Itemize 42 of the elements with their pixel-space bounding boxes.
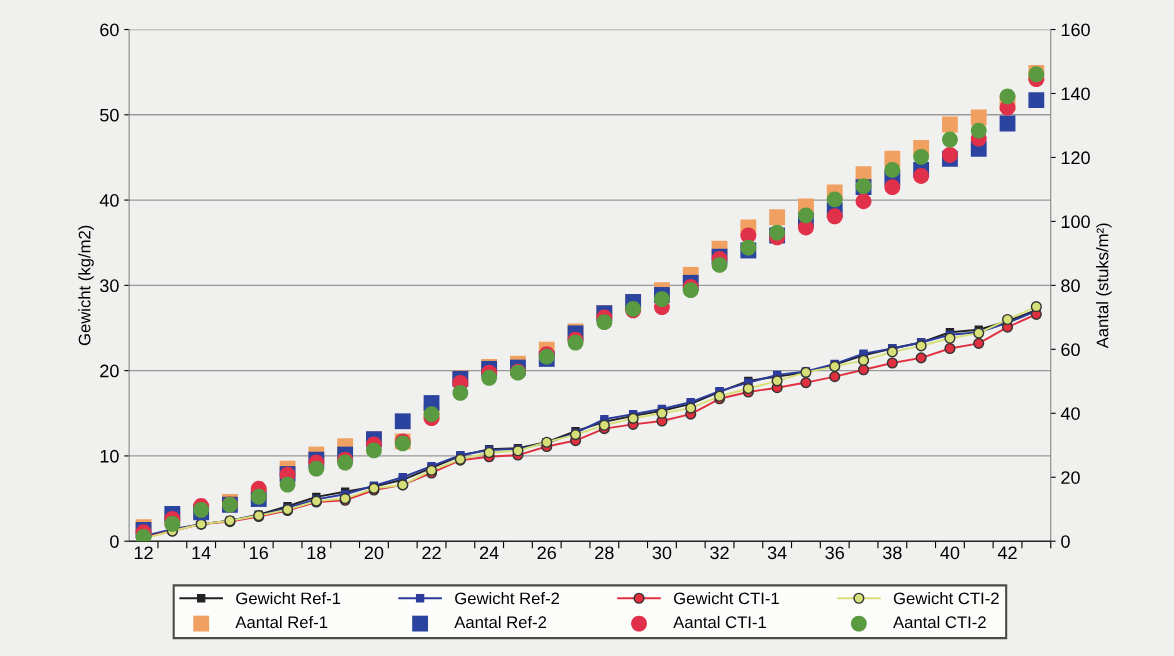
x-tick-label: 28 xyxy=(595,546,614,560)
y-tick-label: 50 xyxy=(100,108,119,122)
legend-label: Aantal CTI-2 xyxy=(893,615,986,629)
x-tick-label: 26 xyxy=(537,546,556,560)
legend-label: Aantal Ref-1 xyxy=(235,615,328,629)
legend-label: Gewicht Ref-2 xyxy=(455,592,560,605)
x-tick-label: 24 xyxy=(480,546,499,560)
legend-label: Gewicht CTI-2 xyxy=(893,592,999,605)
x-tick-label: 16 xyxy=(250,546,268,560)
x-tick-label: 32 xyxy=(710,546,729,560)
x-tick-label: 38 xyxy=(882,546,902,560)
x-tick-label: 22 xyxy=(422,546,441,560)
y-tick-label: 20 xyxy=(100,364,119,378)
y-tick-label: 60 xyxy=(100,23,119,37)
x-tick-label: 30 xyxy=(652,546,672,560)
y2-tick-label: 160 xyxy=(1061,23,1090,37)
y2-tick-label: 80 xyxy=(1061,279,1080,293)
x-tick-label: 18 xyxy=(307,546,326,560)
x-tick-label: 36 xyxy=(825,546,844,560)
legend-label: Aantal CTI-1 xyxy=(673,615,766,629)
y2-axis-title: Aantal (stuks/m²) xyxy=(1096,223,1112,349)
x-tick-label: 20 xyxy=(364,546,384,560)
y2-tick-label: 120 xyxy=(1061,151,1090,165)
x-tick-label: 40 xyxy=(940,546,960,560)
x-tick-label: 42 xyxy=(997,546,1017,560)
y2-tick-label: 0 xyxy=(1061,535,1070,548)
y2-tick-label: 140 xyxy=(1061,87,1090,101)
y-tick-label: 0 xyxy=(110,535,119,548)
y2-tick-label: 40 xyxy=(1060,407,1080,420)
y-tick-label: 10 xyxy=(100,449,119,463)
x-tick-label: 14 xyxy=(192,546,211,560)
legend-label: Gewicht Ref-1 xyxy=(236,592,341,605)
legend-label: Aantal Ref-2 xyxy=(454,615,547,629)
y-tick-label: 40 xyxy=(99,194,119,207)
y2-tick-label: 20 xyxy=(1061,471,1080,484)
y2-tick-label: 100 xyxy=(1061,215,1090,229)
y-axis-title: Gewicht (kg/m2) xyxy=(78,225,94,346)
x-tick-label: 34 xyxy=(767,546,787,560)
y2-tick-label: 60 xyxy=(1061,343,1080,357)
legend-label: Gewicht CTI-1 xyxy=(674,592,779,605)
y-tick-label: 30 xyxy=(100,279,119,293)
x-tick-label: 12 xyxy=(134,546,153,560)
